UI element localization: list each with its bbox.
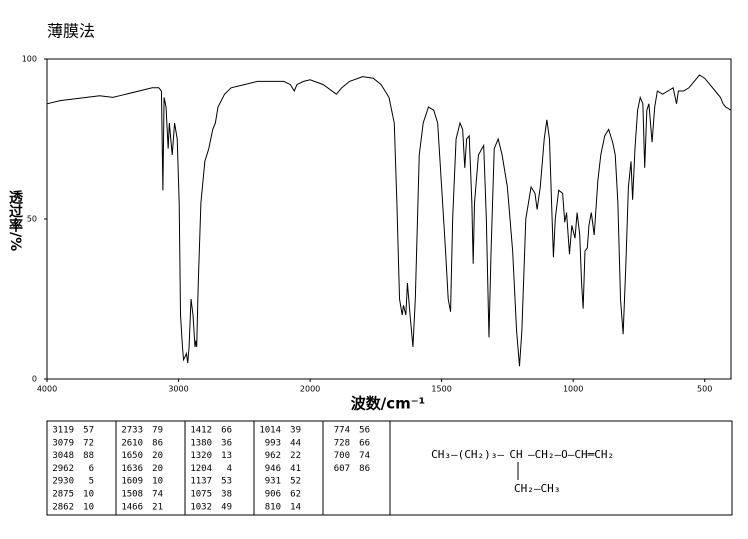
x-tick-label: 500 — [697, 385, 712, 394]
table-transmittance: 14 — [290, 502, 301, 512]
spectrum-line — [46, 74, 732, 367]
table-wavenumber: 931 — [265, 477, 281, 487]
y-tick-label: 0 — [32, 375, 37, 384]
table-transmittance: 66 — [359, 438, 370, 448]
chart-title: 薄膜法 — [47, 22, 95, 41]
x-tick-label: 4000 — [37, 385, 57, 394]
structure-text: —CH₂—O—CH═CH₂ — [528, 448, 614, 461]
table-transmittance: 72 — [83, 438, 94, 448]
table-transmittance: 13 — [221, 451, 232, 461]
table-wavenumber: 2733 — [121, 426, 143, 436]
table-wavenumber: 1609 — [121, 477, 143, 487]
table-wavenumber: 3048 — [52, 451, 74, 461]
table-wavenumber: 1650 — [121, 451, 143, 461]
table-transmittance: 20 — [152, 451, 163, 461]
table-transmittance: 53 — [221, 477, 232, 487]
table-transmittance: 39 — [290, 426, 301, 436]
table-wavenumber: 2610 — [121, 438, 143, 448]
table-wavenumber: 946 — [265, 464, 281, 474]
x-tick-label: 2000 — [300, 385, 320, 394]
table-wavenumber: 2962 — [52, 464, 74, 474]
table-wavenumber: 1636 — [121, 464, 143, 474]
table-wavenumber: 607 — [334, 464, 350, 474]
table-transmittance: 6 — [89, 464, 94, 474]
table-wavenumber: 993 — [265, 438, 281, 448]
table-transmittance: 4 — [227, 464, 232, 474]
table-transmittance: 10 — [83, 502, 94, 512]
x-tick-label: 1500 — [431, 385, 451, 394]
table-transmittance: 56 — [359, 426, 370, 436]
table-transmittance: 86 — [152, 438, 163, 448]
x-tick-label: 1000 — [563, 385, 583, 394]
structure-text: CH₃—(CH₂)₃— — [431, 448, 504, 461]
table-transmittance: 22 — [290, 451, 301, 461]
table-transmittance: 49 — [221, 502, 232, 512]
table-wavenumber: 1380 — [190, 438, 212, 448]
table-wavenumber: 1032 — [190, 502, 212, 512]
table-wavenumber: 728 — [334, 438, 350, 448]
table-wavenumber: 1014 — [259, 426, 281, 436]
table-transmittance: 5 — [89, 477, 94, 487]
table-transmittance: 41 — [290, 464, 301, 474]
table-transmittance: 10 — [83, 490, 94, 500]
table-transmittance: 36 — [221, 438, 232, 448]
table-wavenumber: 774 — [334, 426, 350, 436]
table-transmittance: 21 — [152, 502, 163, 512]
table-wavenumber: 1466 — [121, 502, 143, 512]
table-wavenumber: 3079 — [52, 438, 74, 448]
table-wavenumber: 1204 — [190, 464, 212, 474]
table-wavenumber: 2875 — [52, 490, 74, 500]
y-tick-label: 50 — [27, 215, 37, 224]
x-tick-label: 3000 — [168, 385, 188, 394]
table-wavenumber: 2862 — [52, 502, 74, 512]
table-wavenumber: 1075 — [190, 490, 212, 500]
table-transmittance: 66 — [221, 426, 232, 436]
table-transmittance: 79 — [152, 426, 163, 436]
table-transmittance: 62 — [290, 490, 301, 500]
table-transmittance: 44 — [290, 438, 301, 448]
table-wavenumber: 3119 — [52, 426, 74, 436]
table-transmittance: 74 — [359, 451, 370, 461]
table-wavenumber: 810 — [265, 502, 281, 512]
table-transmittance: 88 — [83, 451, 94, 461]
table-transmittance: 74 — [152, 490, 163, 500]
table-transmittance: 10 — [152, 477, 163, 487]
table-wavenumber: 906 — [265, 490, 281, 500]
table-wavenumber: 1508 — [121, 490, 143, 500]
y-axis-label: 透过率/% — [7, 190, 23, 251]
table-wavenumber: 962 — [265, 451, 281, 461]
table-wavenumber: 1412 — [190, 426, 212, 436]
table-wavenumber: 700 — [334, 451, 350, 461]
structure-text: CH₂—CH₃ — [514, 482, 560, 495]
plot-frame — [46, 58, 732, 380]
structure-text: CH — [509, 448, 522, 461]
table-transmittance: 38 — [221, 490, 232, 500]
table-transmittance: 86 — [359, 464, 370, 474]
table-wavenumber: 2930 — [52, 477, 74, 487]
table-transmittance: 57 — [83, 426, 94, 436]
table-transmittance: 52 — [290, 477, 301, 487]
y-tick-label: 100 — [22, 55, 37, 64]
table-wavenumber: 1320 — [190, 451, 212, 461]
table-transmittance: 20 — [152, 464, 163, 474]
x-axis-label: 波数/cm⁻¹ — [351, 395, 426, 413]
table-wavenumber: 1137 — [190, 477, 212, 487]
